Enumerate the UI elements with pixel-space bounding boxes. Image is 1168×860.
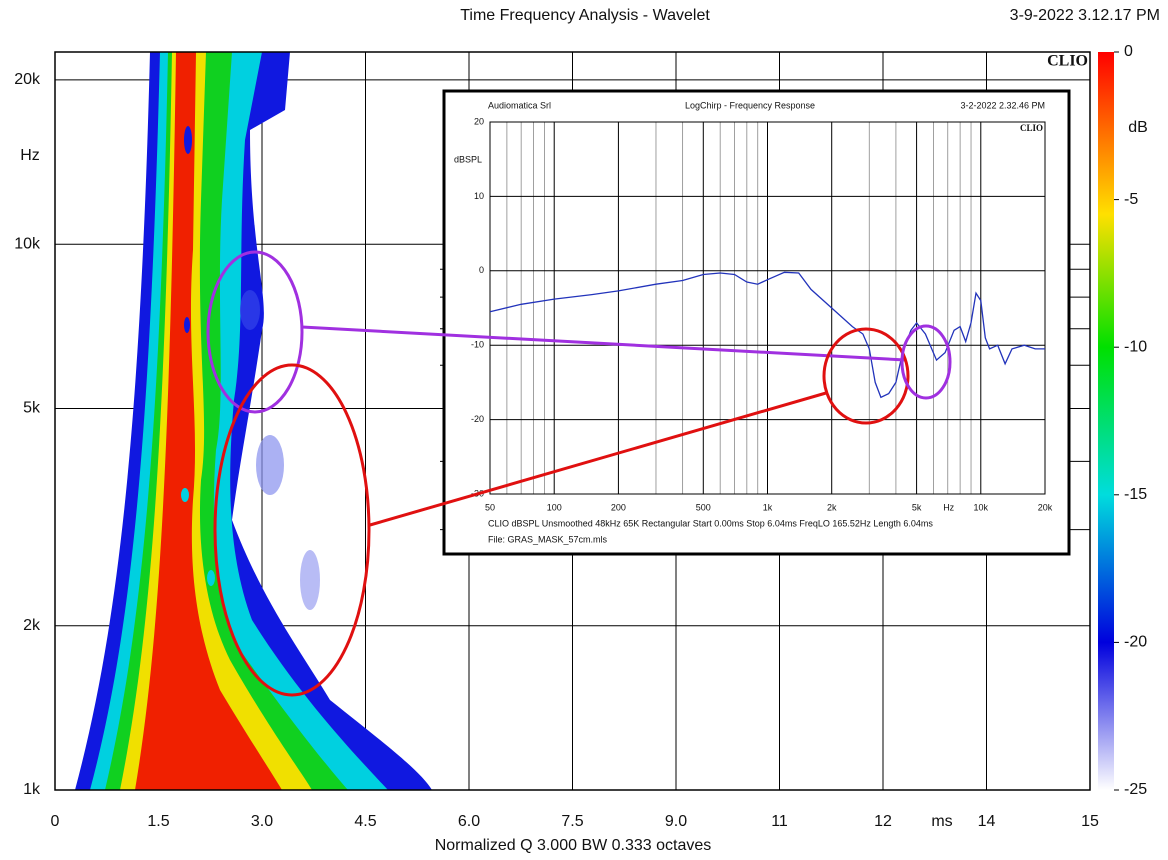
brand: CLIO xyxy=(1047,53,1088,70)
x-unit: ms xyxy=(931,813,952,830)
y-tick-label: 10k xyxy=(14,235,41,252)
inset-y-tick-label: -20 xyxy=(471,414,484,424)
colorbar xyxy=(1098,52,1114,790)
y-unit: Hz xyxy=(20,147,40,164)
x-tick-label: 0 xyxy=(51,813,60,830)
y-tick-label: 2k xyxy=(23,617,41,634)
inset-date: 3-2-2022 2.32.46 PM xyxy=(960,100,1045,110)
colorbar-tick-label: -15 xyxy=(1124,486,1147,503)
inset-file: File: GRAS_MASK_57cm.mls xyxy=(488,534,608,544)
y-tick-label: 20k xyxy=(14,71,41,88)
inset-x-tick-label: 50 xyxy=(485,502,495,512)
x-tick-label: 11 xyxy=(771,813,788,830)
x-tick-label: 14 xyxy=(978,813,996,830)
inset-y-tick-label: 0 xyxy=(479,265,484,275)
date: 3-9-2022 3.12.17 PM xyxy=(1010,7,1160,24)
inset-y-tick-label: 10 xyxy=(474,191,484,201)
inset-x-unit: Hz xyxy=(943,502,954,512)
x-tick-label: 3.0 xyxy=(251,813,273,830)
colorbar-tick-label: -5 xyxy=(1124,191,1138,208)
colorbar-label: dB xyxy=(1128,119,1148,136)
x-tick-label: 1.5 xyxy=(147,813,169,830)
colorbar-tick-label: -25 xyxy=(1124,781,1147,798)
x-tick-label: 9.0 xyxy=(665,813,687,830)
x-tick-label: 4.5 xyxy=(354,813,376,830)
y-tick-label: 1k xyxy=(23,781,41,798)
inset-x-tick-label: 200 xyxy=(611,502,626,512)
x-tick-label: 7.5 xyxy=(561,813,583,830)
inset-chart: Audiomatica Srl LogChirp - Frequency Res… xyxy=(444,91,1069,554)
inset-title: LogChirp - Frequency Response xyxy=(685,100,815,110)
inset-y-label: dBSPL xyxy=(454,154,482,164)
colorbar-tick-label: -20 xyxy=(1124,634,1147,651)
inset-x-tick-label: 100 xyxy=(547,502,562,512)
inset-x-tick-label: 5k xyxy=(912,502,922,512)
x-tick-label: 12 xyxy=(874,813,892,830)
x-tick-label: 6.0 xyxy=(458,813,480,830)
inset-footer: CLIO dBSPL Unsmoothed 48kHz 65K Rectangu… xyxy=(488,518,933,528)
inset-x-tick-label: 10k xyxy=(974,502,989,512)
chart: Time Frequency Analysis - Wavelet 3-9-20… xyxy=(0,0,1168,860)
inset-brand: CLIO xyxy=(1020,123,1043,133)
inset-x-tick-label: 500 xyxy=(696,502,711,512)
y-tick-label: 5k xyxy=(23,400,41,417)
x-tick-label: 15 xyxy=(1081,813,1099,830)
x-axis-label: Normalized Q 3.000 BW 0.333 octaves xyxy=(435,837,712,854)
inset-y-tick-label: 20 xyxy=(474,116,484,126)
colorbar-tick-label: -10 xyxy=(1124,338,1147,355)
inset-x-tick-label: 2k xyxy=(827,502,837,512)
inset-company: Audiomatica Srl xyxy=(488,100,551,110)
inset-x-tick-label: 1k xyxy=(763,502,773,512)
inset-x-tick-label: 20k xyxy=(1038,502,1053,512)
chart-title: Time Frequency Analysis - Wavelet xyxy=(460,7,710,24)
heatmap xyxy=(75,52,432,790)
inset-y-tick-label: -10 xyxy=(471,340,484,350)
colorbar-tick-label: 0 xyxy=(1124,43,1133,60)
